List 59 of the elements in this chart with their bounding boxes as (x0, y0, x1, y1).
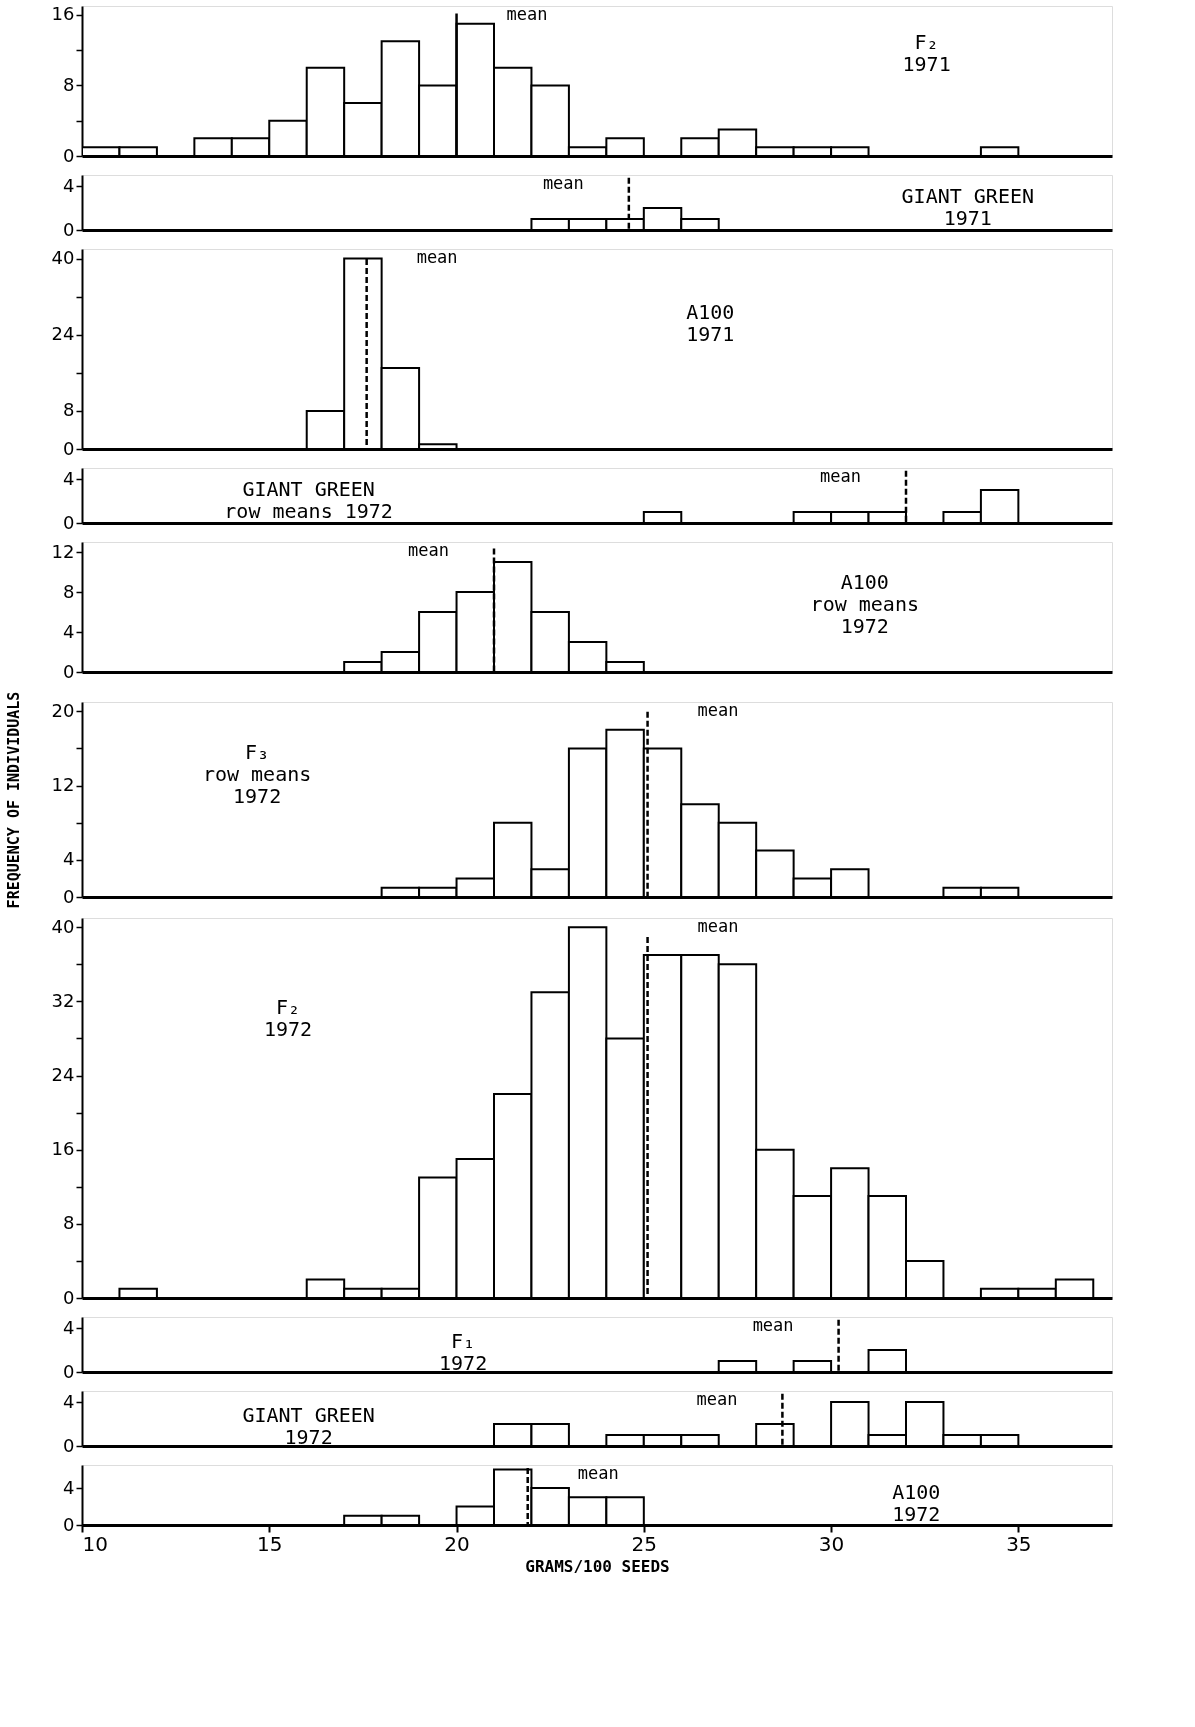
ref-line-label: mean (696, 1389, 738, 1409)
ref-line-label: mean (416, 247, 458, 267)
y-tick-label: 32 (51, 989, 75, 1011)
y-tick-label: 8 (63, 580, 75, 602)
ref-line-label: mean (820, 466, 861, 486)
y-tick-label: 8 (63, 1212, 75, 1234)
ref-line-label: mean (408, 540, 449, 560)
text: F₂ 1971 (902, 30, 951, 76)
y-tick-label: 0 (63, 1434, 75, 1456)
x-tick-label: 20 (444, 1531, 470, 1556)
text: F₃ row means 1972 (202, 739, 312, 808)
ref-line-label: mean (542, 173, 584, 193)
x-tick-label: 15 (257, 1531, 283, 1556)
y-tick-label: 0 (63, 1513, 75, 1535)
y-tick-label: 16 (51, 1138, 75, 1160)
x-tick-label: 25 (631, 1531, 658, 1556)
y-tick-label: 24 (51, 1064, 75, 1086)
ref-line-label: mean (577, 1463, 619, 1483)
y-tick-label: 0 (63, 437, 75, 459)
text: F₁ 1972 (439, 1328, 488, 1375)
y-tick-label: 40 (51, 247, 75, 269)
y-tick-label: 0 (63, 144, 75, 166)
y-tick-label: 0 (63, 218, 75, 240)
text: F₂ 1972 (263, 994, 313, 1041)
y-axis-title: FREQUENCY OF INDIVIDUALS (4, 691, 23, 909)
x-tick-label: 30 (818, 1531, 845, 1556)
y-tick-label: 4 (63, 620, 75, 642)
y-tick-label: 0 (63, 660, 75, 682)
text: A100 1972 (892, 1480, 941, 1526)
ref-line-label: mean (697, 700, 739, 720)
y-tick-label: 24 (51, 323, 75, 345)
y-tick-label: 4 (63, 1316, 75, 1338)
y-tick-label: 0 (63, 511, 75, 533)
y-tick-label: 20 (51, 699, 75, 721)
y-tick-label: 12 (51, 774, 75, 796)
ref-line-label: mean (697, 916, 739, 936)
y-tick-label: 4 (63, 467, 75, 489)
y-tick-label: 4 (63, 174, 75, 196)
text: GIANT GREEN 1972 (242, 1402, 375, 1449)
y-tick-label: 4 (63, 1390, 75, 1412)
y-tick-label: 16 (51, 3, 75, 25)
y-tick-label: 4 (63, 848, 75, 870)
text: GIANT GREEN 1971 (901, 183, 1035, 230)
ref-line-label: mean (506, 4, 548, 24)
y-tick-label: 0 (63, 885, 75, 907)
x-tick-label: 10 (82, 1531, 108, 1556)
y-tick-label: 12 (51, 540, 75, 562)
y-tick-label: 0 (63, 1360, 75, 1382)
x-tick-label: 35 (1006, 1531, 1032, 1556)
text: A100 1971 (686, 300, 735, 346)
y-tick-label: 40 (51, 915, 75, 937)
y-tick-label: 8 (63, 399, 75, 421)
text: A100 row means 1972 (810, 570, 919, 639)
y-tick-label: 4 (63, 1476, 75, 1498)
x-axis-title: GRAMS/100 SEEDS (525, 1556, 670, 1576)
y-tick-label: 0 (63, 1286, 75, 1308)
text: GIANT GREEN row means 1972 (224, 476, 393, 523)
ref-line-label: mean (752, 1315, 794, 1335)
y-tick-label: 8 (63, 73, 75, 95)
